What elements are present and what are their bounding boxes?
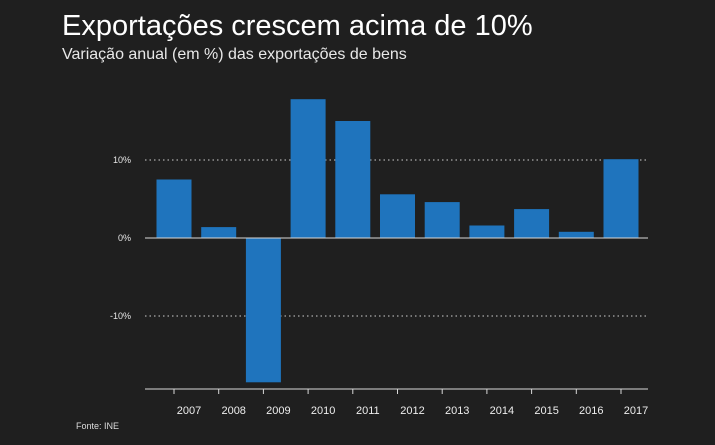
y-axis-labels: 10% 0% -10% (110, 155, 131, 321)
bars (156, 99, 639, 383)
x-tick-label: 2008 (221, 405, 245, 417)
chart-subtitle: Variação anual (em %) das exportações de… (62, 46, 407, 63)
x-tick-label: 2015 (534, 405, 558, 417)
x-tick-label: 2017 (624, 405, 648, 417)
y-tick-label: 0% (118, 233, 131, 243)
bar-2013 (424, 202, 460, 238)
bar-2012 (380, 194, 415, 238)
bar-2007 (156, 179, 192, 238)
x-tick-label: 2016 (579, 405, 603, 417)
x-tick-label: 2012 (400, 405, 424, 417)
x-tick-label: 2007 (177, 405, 201, 417)
bar-2014 (469, 225, 505, 238)
x-tick-label: 2014 (490, 405, 514, 417)
gridlines (145, 159, 648, 317)
x-tick-label: 2013 (445, 405, 469, 417)
x-tick-label: 2009 (266, 405, 290, 417)
bar-2011 (335, 121, 371, 238)
bar-2015 (514, 209, 550, 238)
bar-2017 (603, 159, 639, 238)
x-tick-label: 2010 (311, 405, 335, 417)
bar-2010 (290, 99, 326, 238)
bar-2008 (201, 227, 237, 238)
chart-title: Exportações crescem acima de 10% (62, 10, 533, 42)
x-tick-label: 2011 (356, 405, 380, 417)
bar-2016 (558, 231, 594, 238)
source-note: Fonte: INE (76, 421, 120, 431)
bar-2009 (245, 238, 281, 383)
x-axis: 2007 2008 2009 2010 2011 2012 2013 2014 2015 2016… (145, 388, 648, 417)
y-tick-label: -10% (110, 311, 131, 321)
y-tick-label: 10% (113, 155, 131, 165)
